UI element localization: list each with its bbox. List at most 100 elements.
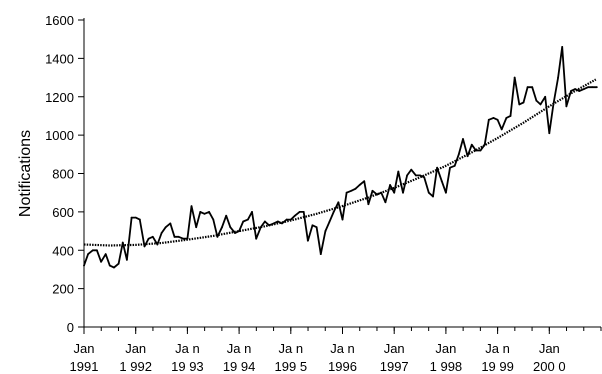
data-point [195,226,198,229]
data-point [138,218,141,221]
data-point [561,45,564,48]
data-point [402,191,404,194]
data-point [406,174,409,177]
data-point [432,195,434,198]
x-tick-label-year: 19 99 [481,359,514,374]
y-tick-label: 1000 [45,128,74,143]
data-point [298,210,301,213]
data-point [518,103,521,106]
data-point [177,235,180,238]
data-point [264,220,266,223]
data-point [294,214,296,217]
data-point [341,218,344,221]
data-point [208,210,211,213]
data-point [113,266,115,269]
data-point [415,174,417,177]
data-point [91,249,94,252]
data-point [169,222,172,225]
data-point [134,216,137,219]
y-tick-label: 1600 [45,13,74,28]
data-point [285,218,288,221]
data-point [397,170,400,173]
data-point [242,220,245,223]
data-point [354,187,357,190]
data-point [544,95,547,98]
data-point [470,143,473,146]
x-tick-label-month: Jan [384,341,405,356]
data-point [121,241,124,244]
y-tick-label: 0 [67,320,74,335]
data-point [587,86,589,89]
y-axis: 0 200 400 600 800 1000 1200 1400 1600 [45,13,85,335]
data-point [255,237,258,240]
data-point [393,191,396,194]
data-point [535,99,538,102]
x-tick-label-month: Ja n [279,341,304,356]
data-point [350,189,353,192]
x-tick-label-month: Jan [125,341,146,356]
data-point [319,253,322,255]
data-point [190,205,193,208]
data-point [345,191,348,194]
data-point [583,88,585,90]
data-point [130,216,133,219]
x-tick-label-year: 1 998 [430,359,463,374]
data-point [526,86,529,89]
x-tick-label-month: Jan [435,341,456,356]
data-point [83,264,85,267]
data-point [108,264,111,267]
data-point [173,235,176,238]
x-tick-label-month: Ja n [175,341,200,356]
data-point [126,258,128,261]
data-point [453,164,456,167]
data-point [449,166,451,169]
x-tick-label-month: Ja n [227,341,252,356]
y-tick-label: 400 [52,243,74,258]
y-tick-label: 200 [52,282,74,297]
data-point [212,218,215,221]
data-point [87,253,90,255]
data-point [143,245,146,248]
data-point [311,224,314,227]
data-point [221,226,223,229]
data-point [306,239,309,242]
data-point [457,153,460,156]
data-point [591,86,594,89]
data-point [505,116,508,119]
data-point [367,203,370,206]
data-point [164,226,167,229]
data-point [151,235,154,238]
y-tick-label: 600 [52,205,74,220]
x-tick-label-month: Ja n [485,341,510,356]
data-point [496,118,499,121]
data-point [578,90,581,92]
data-point [216,235,219,238]
x-tick-label-year: 1997 [380,359,409,374]
data-point [104,253,107,255]
data-point [363,180,366,183]
data-point [117,262,120,265]
x-tick-label-year: 1996 [328,359,357,374]
y-tick-label: 1200 [45,90,74,105]
data-point [225,214,228,217]
data-point [199,210,202,213]
data-point [513,76,516,79]
data-point [246,218,249,221]
data-point [160,232,163,234]
data-point [229,226,232,229]
data-point [384,201,387,204]
data-point [302,210,305,213]
x-tick-label-month: Jan [74,341,95,356]
data-point [328,220,331,223]
y-axis-title: Notifications [17,130,34,217]
data-point [324,230,327,232]
data-point [522,101,525,104]
data-point [337,201,340,204]
data-point [500,128,503,131]
trend-line [83,78,597,247]
data-point [548,132,551,135]
data-point [358,184,361,186]
x-tick-label-month: Ja n [330,341,355,356]
data-point [332,210,335,213]
